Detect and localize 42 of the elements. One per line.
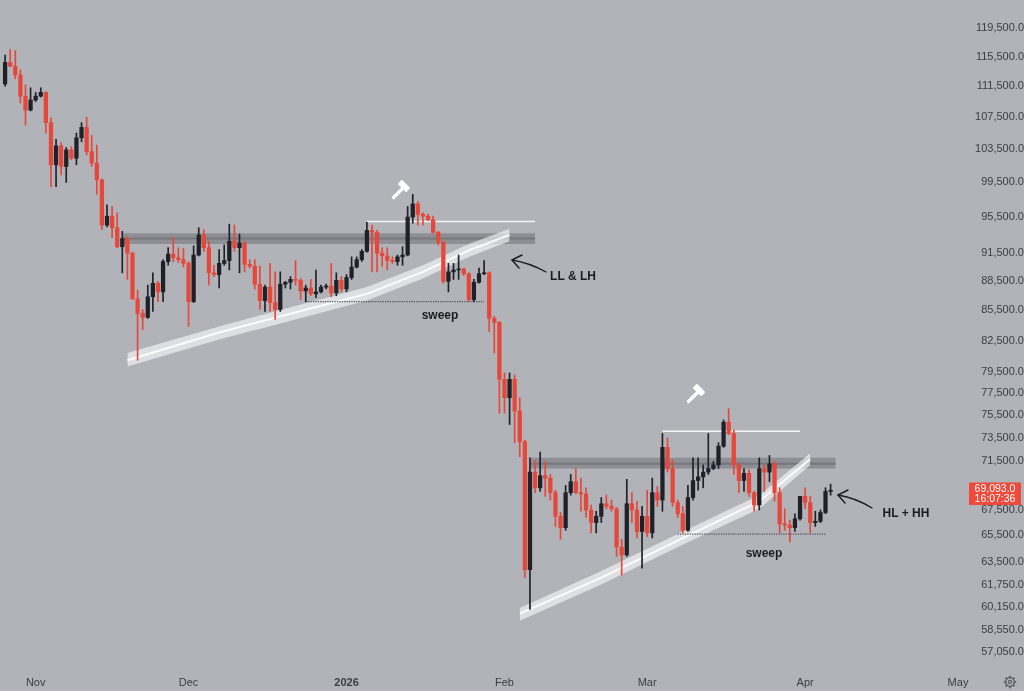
x-tick-label: May (947, 676, 969, 689)
x-tick-label: 2026 (334, 676, 359, 689)
y-tick-label: 63,500.0 (981, 554, 1024, 567)
y-tick-label: 73,500.0 (981, 431, 1024, 444)
y-tick-label: 103,500.0 (975, 142, 1024, 155)
text: 16:07:36 (974, 492, 1016, 505)
y-tick-label: 61,750.0 (981, 578, 1024, 591)
y-tick-label: 77,500.0 (981, 386, 1024, 399)
y-tick-label: 99,500.0 (981, 175, 1024, 188)
y-tick-label: 115,500.0 (975, 49, 1024, 62)
x-tick-label: Dec (178, 676, 199, 689)
y-tick-label: 67,500.0 (981, 503, 1024, 516)
y-tick-label: 71,500.0 (981, 454, 1024, 467)
candlestick (629, 492, 634, 523)
annotation: sweep (745, 546, 783, 561)
y-tick-label: 75,500.0 (981, 408, 1024, 421)
candlestick (578, 477, 584, 512)
y-tick-label: 58,550.0 (981, 623, 1024, 636)
y-tick-label: 88,500.0 (981, 274, 1024, 287)
y-tick-label: 91,500.0 (981, 246, 1024, 259)
annotation: sweep (421, 308, 459, 323)
y-tick-label: 119,500.0 (975, 20, 1024, 33)
candlestick (369, 224, 375, 273)
annotation: HL + HH (882, 506, 930, 521)
y-tick-label: 107,500.0 (975, 110, 1024, 123)
x-tick-label: Mar (637, 676, 657, 689)
x-tick-label: Feb (494, 676, 514, 689)
candlestick (543, 461, 548, 497)
y-tick-label: 82,500.0 (981, 333, 1024, 346)
y-tick-label: 60,150.0 (981, 600, 1024, 613)
y-tick-label: 85,500.0 (981, 303, 1024, 316)
text: 69,093.0 (974, 481, 1016, 494)
y-tick-label: 79,500.0 (981, 364, 1024, 377)
annotation: LL & LH (550, 269, 596, 284)
candlestick (120, 231, 125, 274)
x-tick-label: Apr (796, 676, 815, 689)
candlestick (639, 505, 645, 569)
y-tick-label: 95,500.0 (981, 210, 1024, 223)
y-tick-label: 65,500.0 (981, 528, 1024, 541)
y-tick-label: 57,050.0 (981, 645, 1024, 658)
x-tick-label: Nov (25, 676, 46, 689)
y-tick-label: 111,500.0 (976, 79, 1024, 92)
